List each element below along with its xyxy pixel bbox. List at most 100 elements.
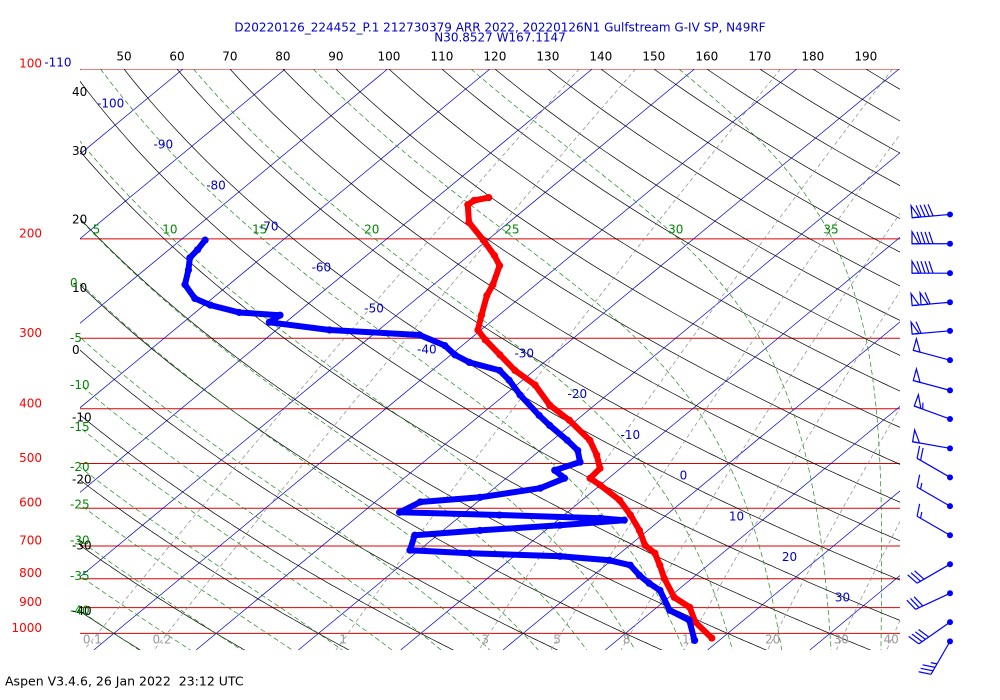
profile-point — [691, 618, 699, 626]
wind-barb — [913, 392, 953, 423]
isotherm — [298, 152, 900, 650]
barb-station — [947, 503, 953, 510]
barb-feather — [923, 204, 930, 217]
isotherm-label: -80 — [206, 179, 226, 193]
wind-barb — [911, 229, 953, 247]
pressure-label: 700 — [19, 533, 42, 547]
profile-point — [511, 366, 519, 375]
wind-barb — [911, 258, 953, 277]
dry-adiabat-label: 140 — [589, 50, 612, 64]
profile-point — [479, 236, 487, 244]
chart-subtitle: N30.8527 W167.1147 — [434, 31, 566, 45]
dry-adiabat — [80, 284, 662, 650]
barb-feather — [910, 598, 920, 609]
profile-point — [464, 201, 472, 209]
barb-feather — [916, 260, 922, 274]
dry-adiabat-label: 40 — [72, 85, 87, 99]
moist-adiabat-label: -30 — [70, 534, 90, 548]
dry-adiabat-label: 70 — [222, 50, 237, 64]
barb-feather — [922, 664, 936, 668]
isotherm — [400, 236, 900, 650]
isotherm-label: 30 — [835, 591, 850, 605]
moist-adiabat — [100, 69, 684, 650]
barb-feather — [918, 629, 930, 638]
isotherm — [93, 69, 798, 650]
moist-adiabat-label: 10 — [162, 223, 177, 237]
barb-station — [947, 357, 953, 364]
profile-point — [556, 552, 564, 560]
profile-point — [641, 541, 649, 549]
moist-adiabat — [80, 575, 191, 650]
barb-pennant — [911, 258, 921, 274]
dry-adiabat — [80, 610, 141, 650]
dry-adiabat-label: 120 — [483, 50, 506, 64]
barb-station — [947, 211, 953, 218]
barb-pennant — [911, 427, 921, 444]
profile-point — [535, 411, 543, 420]
dry-adiabat-label: 170 — [748, 50, 771, 64]
barb-feather — [915, 205, 922, 218]
isotherm — [502, 321, 900, 650]
profile-point — [411, 531, 419, 539]
barb-station — [947, 532, 953, 539]
barb-stem — [930, 641, 951, 675]
profile-point — [626, 561, 634, 569]
mixing-ratio-line — [335, 69, 781, 650]
dry-adiabat — [80, 349, 558, 650]
barb-stem — [916, 515, 951, 536]
dry-adiabat — [229, 69, 900, 503]
barb-feather — [908, 635, 920, 645]
profile-point — [708, 634, 716, 642]
profile-point — [556, 521, 564, 529]
profile-point — [416, 498, 424, 506]
profile-point — [477, 311, 486, 319]
wind-barbs — [906, 203, 953, 675]
profile-point — [596, 481, 604, 489]
dry-adiabat — [282, 69, 900, 465]
profile-point — [670, 593, 678, 601]
barb-feather — [916, 445, 921, 459]
barb-pennant — [912, 366, 921, 384]
barb-feather — [914, 631, 926, 640]
barb-feather — [916, 503, 921, 517]
isotherm — [80, 69, 695, 578]
pressure-label: 900 — [19, 595, 42, 609]
isotherm — [80, 69, 491, 409]
barb-station — [947, 327, 953, 334]
barb-pennant — [912, 336, 921, 353]
barb-station — [947, 474, 953, 481]
dry-adiabat-label: 30 — [72, 144, 87, 158]
profile-point — [593, 451, 601, 459]
profile-point — [560, 474, 569, 482]
dry-adiabat-label: 50 — [116, 50, 131, 64]
moist-adiabat-label: 0 — [70, 276, 78, 290]
barb-feather — [915, 321, 922, 334]
profile-point — [563, 436, 571, 444]
moist-adiabat — [80, 282, 539, 650]
barb-feather — [916, 474, 921, 488]
dry-adiabat-label: 10 — [72, 281, 87, 295]
isotherm-label: -90 — [154, 138, 174, 152]
profile-point — [194, 246, 202, 254]
mixing-ratio-label: 1 — [339, 633, 347, 647]
barb-pennant — [910, 203, 921, 219]
profile-point — [651, 549, 659, 557]
barb-half — [919, 511, 923, 519]
barb-pennant — [910, 291, 921, 307]
isotherm-label: -10 — [621, 428, 641, 442]
moist-adiabat — [80, 610, 140, 650]
mixing-ratio-label: 3 — [481, 633, 489, 647]
profile-point — [181, 281, 189, 289]
wind-barb — [916, 503, 953, 539]
profile-point — [576, 458, 584, 466]
barb-station — [947, 270, 953, 277]
footer: Aspen V3.4.6, 26 Jan 2022 23:12 UTC — [5, 674, 244, 689]
dry-adiabat — [123, 69, 900, 581]
profile-point — [184, 266, 193, 274]
dry-adiabat-label: 100 — [377, 50, 400, 64]
dry-adiabat-label: 0 — [72, 343, 80, 357]
profile-point — [495, 261, 504, 270]
moist-adiabat — [678, 69, 882, 650]
moist-adiabat — [470, 69, 832, 650]
profile-point — [466, 549, 474, 557]
